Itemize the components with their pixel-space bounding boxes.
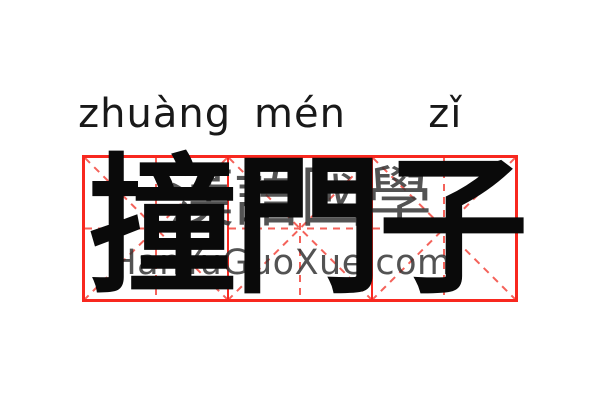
pinyin-syllable: zǐ: [428, 91, 463, 137]
tianzige-cell: [229, 158, 373, 299]
cell-guide-lines: [373, 158, 515, 299]
cell-guide-lines: [229, 158, 371, 299]
tianzige-cell: [85, 158, 229, 299]
pinyin-syllable: mén: [254, 91, 346, 137]
cell-guide-lines: [85, 158, 227, 299]
pinyin-syllable: zhuàng: [78, 91, 232, 137]
tianzige-cell: [373, 158, 515, 299]
tianzige-grid: [82, 155, 518, 302]
